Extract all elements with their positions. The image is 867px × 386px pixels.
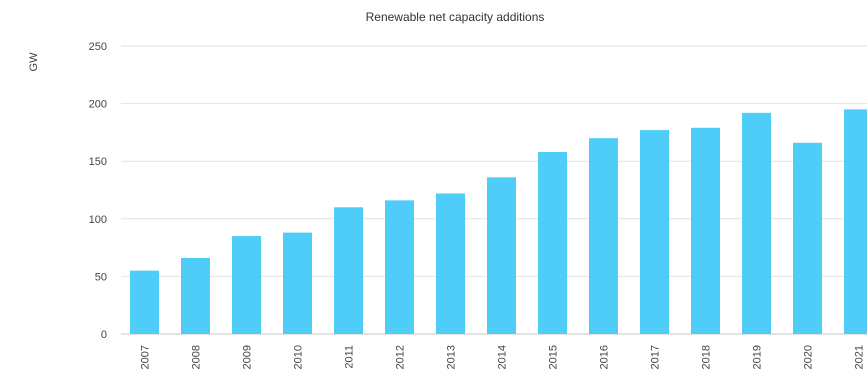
x-tick-label: 2007 xyxy=(140,345,152,369)
x-tick-label: 2020 xyxy=(803,345,815,369)
bar-2013 xyxy=(436,193,465,334)
bar-2010 xyxy=(283,233,312,334)
x-tick-label: 2016 xyxy=(599,345,611,369)
bars xyxy=(130,109,867,334)
x-tick-label: 2011 xyxy=(344,345,356,369)
y-tick-label: 250 xyxy=(89,41,107,53)
x-tick-label: 2012 xyxy=(395,345,407,369)
y-tick-label: 0 xyxy=(101,329,107,341)
bar-2007 xyxy=(130,271,159,334)
bar-2020 xyxy=(793,143,822,334)
x-tick-label: 2021 xyxy=(854,345,866,369)
bar-2014 xyxy=(487,177,516,334)
y-tick-label: 100 xyxy=(89,214,107,226)
bar-2015 xyxy=(538,152,567,334)
bar-2012 xyxy=(385,200,414,334)
bar-2021 xyxy=(844,109,867,334)
y-axis-label: GW xyxy=(28,52,40,72)
x-tick-label: 2019 xyxy=(752,345,764,369)
x-tick-label: 2015 xyxy=(548,345,560,369)
chart-title: Renewable net capacity additions xyxy=(366,10,545,24)
x-tick-label: 2013 xyxy=(446,345,458,369)
bar-2008 xyxy=(181,258,210,334)
bar-2019 xyxy=(742,113,771,334)
y-tick-label: 50 xyxy=(95,271,107,283)
bar-2016 xyxy=(589,138,618,334)
bar-2018 xyxy=(691,128,720,334)
x-tick-label: 2014 xyxy=(497,345,509,369)
y-tick-label: 200 xyxy=(89,99,107,111)
x-tick-label: 2010 xyxy=(293,345,305,369)
x-axis-ticks: 2007 2008 2009 2010 2011 2012 2013 2014 2015 2016… xyxy=(140,345,866,369)
x-tick-label: 2017 xyxy=(650,345,662,369)
y-tick-label: 150 xyxy=(89,156,107,168)
bar-2009 xyxy=(232,236,261,334)
x-tick-label: 2009 xyxy=(242,345,254,369)
bar-2017 xyxy=(640,130,669,334)
y-axis-ticks: 0 50 100 150 200 250 xyxy=(89,41,107,341)
x-tick-label: 2008 xyxy=(191,345,203,369)
bar-2011 xyxy=(334,207,363,334)
x-tick-label: 2018 xyxy=(701,345,713,369)
